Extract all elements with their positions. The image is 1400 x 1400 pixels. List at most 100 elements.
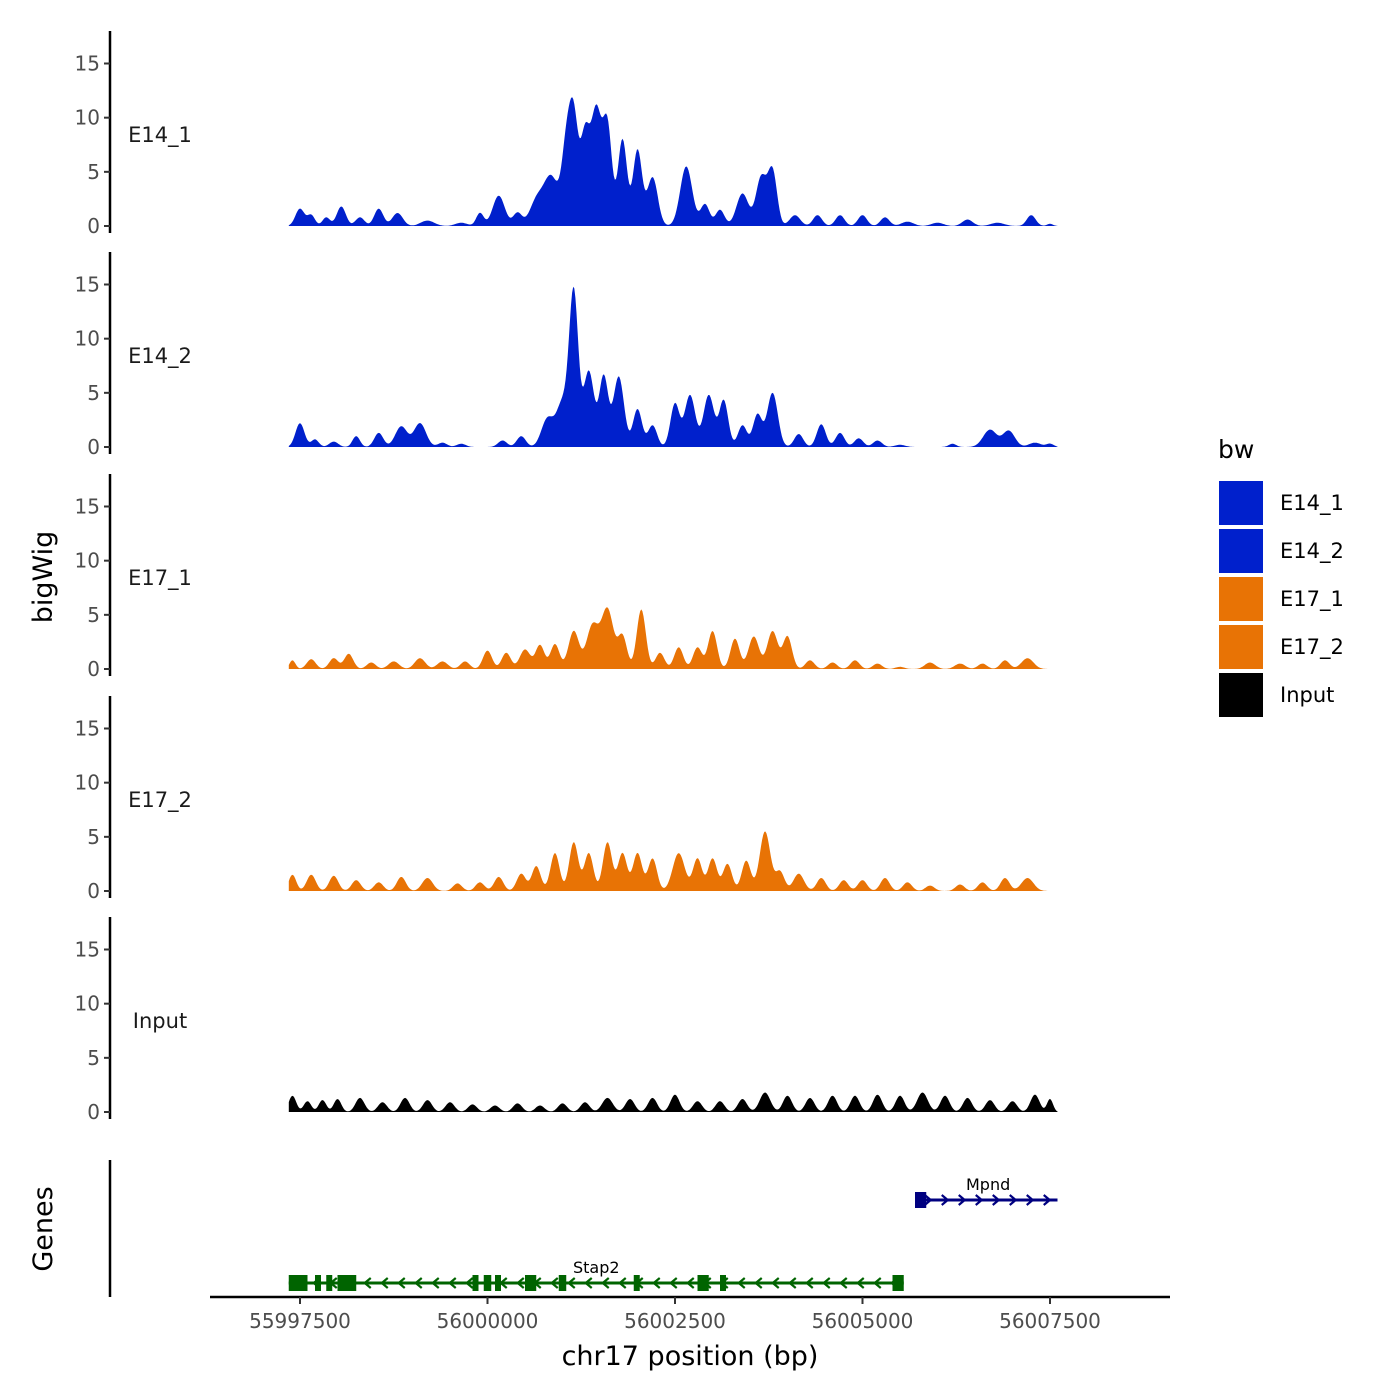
y-tick-label: 15 <box>75 495 100 519</box>
strand-arrow <box>839 1277 848 1289</box>
strand-arrow <box>941 1194 950 1206</box>
track-E17_1: 0 5 10 15 E17_1 <box>75 474 1058 681</box>
strand-arrow <box>431 1277 440 1289</box>
signal-area-E17_2 <box>288 831 1058 891</box>
exon <box>633 1275 640 1291</box>
y-tick-label: 15 <box>75 273 100 297</box>
tracks-layer: 0 5 10 15 E14_1 0 5 10 15 E14_2 0 5 10 15 E17_1 0 5 10 15 E… <box>75 31 1058 1124</box>
legend-label: E17_1 <box>1280 587 1344 612</box>
exon <box>483 1275 492 1291</box>
y-tick-label: 0 <box>87 435 100 459</box>
strand-arrow <box>652 1277 661 1289</box>
exon <box>915 1192 927 1208</box>
strand-arrow <box>414 1277 423 1289</box>
signal-area-E17_1 <box>288 607 1058 669</box>
y-tick-label: 5 <box>87 160 100 184</box>
genes-axis-title: Genes <box>28 1186 59 1271</box>
y-tick-label: 10 <box>75 771 100 795</box>
legend: bw E14_1 E14_2 E17_1 E17_2 Input <box>1217 435 1344 719</box>
y-tick-label: 15 <box>75 938 100 962</box>
legend-label: E17_2 <box>1280 635 1344 660</box>
legend-label: E14_2 <box>1280 539 1344 564</box>
legend-item: E17_1 <box>1217 575 1344 623</box>
strand-arrow <box>584 1277 593 1289</box>
strand-arrow <box>771 1277 780 1289</box>
exon <box>892 1275 904 1291</box>
legend-item: E14_1 <box>1217 479 1344 527</box>
legend-swatch <box>1217 623 1265 671</box>
y-tick-label: 15 <box>75 717 100 741</box>
y-tick-label: 10 <box>75 106 100 130</box>
track-E14_2: 0 5 10 15 E14_2 <box>75 252 1058 459</box>
legend-swatch <box>1217 671 1265 719</box>
genes-layer: Mpnd Stap2 <box>108 1160 1058 1297</box>
legend-swatch <box>1217 479 1265 527</box>
legend-swatch <box>1217 527 1265 575</box>
y-tick-label: 0 <box>87 879 100 903</box>
gene-label: Mpnd <box>966 1175 1010 1194</box>
legend-label: E14_1 <box>1280 491 1344 516</box>
y-tick-label: 5 <box>87 1046 100 1070</box>
strand-arrow <box>669 1277 678 1289</box>
legend-item: Input <box>1217 671 1334 719</box>
x-tick-label: 56002500 <box>624 1309 726 1333</box>
strand-arrow <box>788 1277 797 1289</box>
x-tick-label: 56007500 <box>999 1309 1101 1333</box>
signal-area-Input <box>288 1092 1058 1112</box>
track-label: Input <box>133 1009 187 1033</box>
gene-label: Stap2 <box>573 1258 620 1277</box>
y-tick-label: 0 <box>87 214 100 238</box>
strand-arrow <box>618 1277 627 1289</box>
exon <box>697 1275 709 1291</box>
strand-arrow <box>567 1277 576 1289</box>
strand-arrow <box>924 1194 933 1206</box>
strand-arrow <box>975 1194 984 1206</box>
track-label: E14_2 <box>128 344 192 369</box>
y-tick-label: 15 <box>75 52 100 76</box>
y-tick-label: 0 <box>87 1100 100 1124</box>
strand-arrow <box>465 1277 474 1289</box>
y-tick-label: 10 <box>75 549 100 573</box>
legend-item: E17_2 <box>1217 623 1344 671</box>
strand-arrow <box>550 1277 559 1289</box>
legend-item: E14_2 <box>1217 527 1344 575</box>
x-tick-label: 56005000 <box>812 1309 914 1333</box>
strand-arrow <box>737 1277 746 1289</box>
y-axis-title: bigWig <box>28 531 59 624</box>
exon <box>288 1275 308 1291</box>
strand-arrow <box>805 1277 814 1289</box>
signal-area-E14_2 <box>288 286 1058 447</box>
x-tick-label: 56000000 <box>437 1309 539 1333</box>
y-tick-label: 5 <box>87 381 100 405</box>
track-E14_1: 0 5 10 15 E14_1 <box>75 31 1058 238</box>
legend-title: bw <box>1218 435 1254 464</box>
x-axis-title: chr17 position (bp) <box>562 1341 819 1372</box>
legend-label: Input <box>1280 683 1334 707</box>
strand-arrow <box>1043 1194 1052 1206</box>
track-label: E14_1 <box>128 123 192 148</box>
exon <box>472 1275 479 1291</box>
y-tick-label: 5 <box>87 603 100 627</box>
y-tick-label: 10 <box>75 327 100 351</box>
strand-arrow <box>958 1194 967 1206</box>
gene-Stap2: Stap2 <box>288 1258 904 1291</box>
gene-Mpnd: Mpnd <box>915 1175 1058 1208</box>
strand-arrow <box>601 1277 610 1289</box>
strand-arrow <box>1026 1194 1035 1206</box>
legend-swatch <box>1217 575 1265 623</box>
strand-arrow <box>363 1277 372 1289</box>
x-axis: 55997500 56000000 56002500 56005000 56007500 <box>210 1295 1170 1333</box>
track-label: E17_1 <box>128 566 192 591</box>
exon <box>495 1275 501 1291</box>
strand-arrow <box>448 1277 457 1289</box>
strand-arrow <box>992 1194 1001 1206</box>
exon <box>337 1275 357 1291</box>
strand-arrow <box>397 1277 406 1289</box>
y-tick-label: 0 <box>87 657 100 681</box>
exon <box>558 1275 567 1291</box>
strand-arrow <box>1009 1194 1018 1206</box>
track-Input: 0 5 10 15 Input <box>75 917 1058 1124</box>
track-E17_2: 0 5 10 15 E17_2 <box>75 696 1058 903</box>
exon <box>525 1275 537 1291</box>
exon <box>720 1275 726 1291</box>
